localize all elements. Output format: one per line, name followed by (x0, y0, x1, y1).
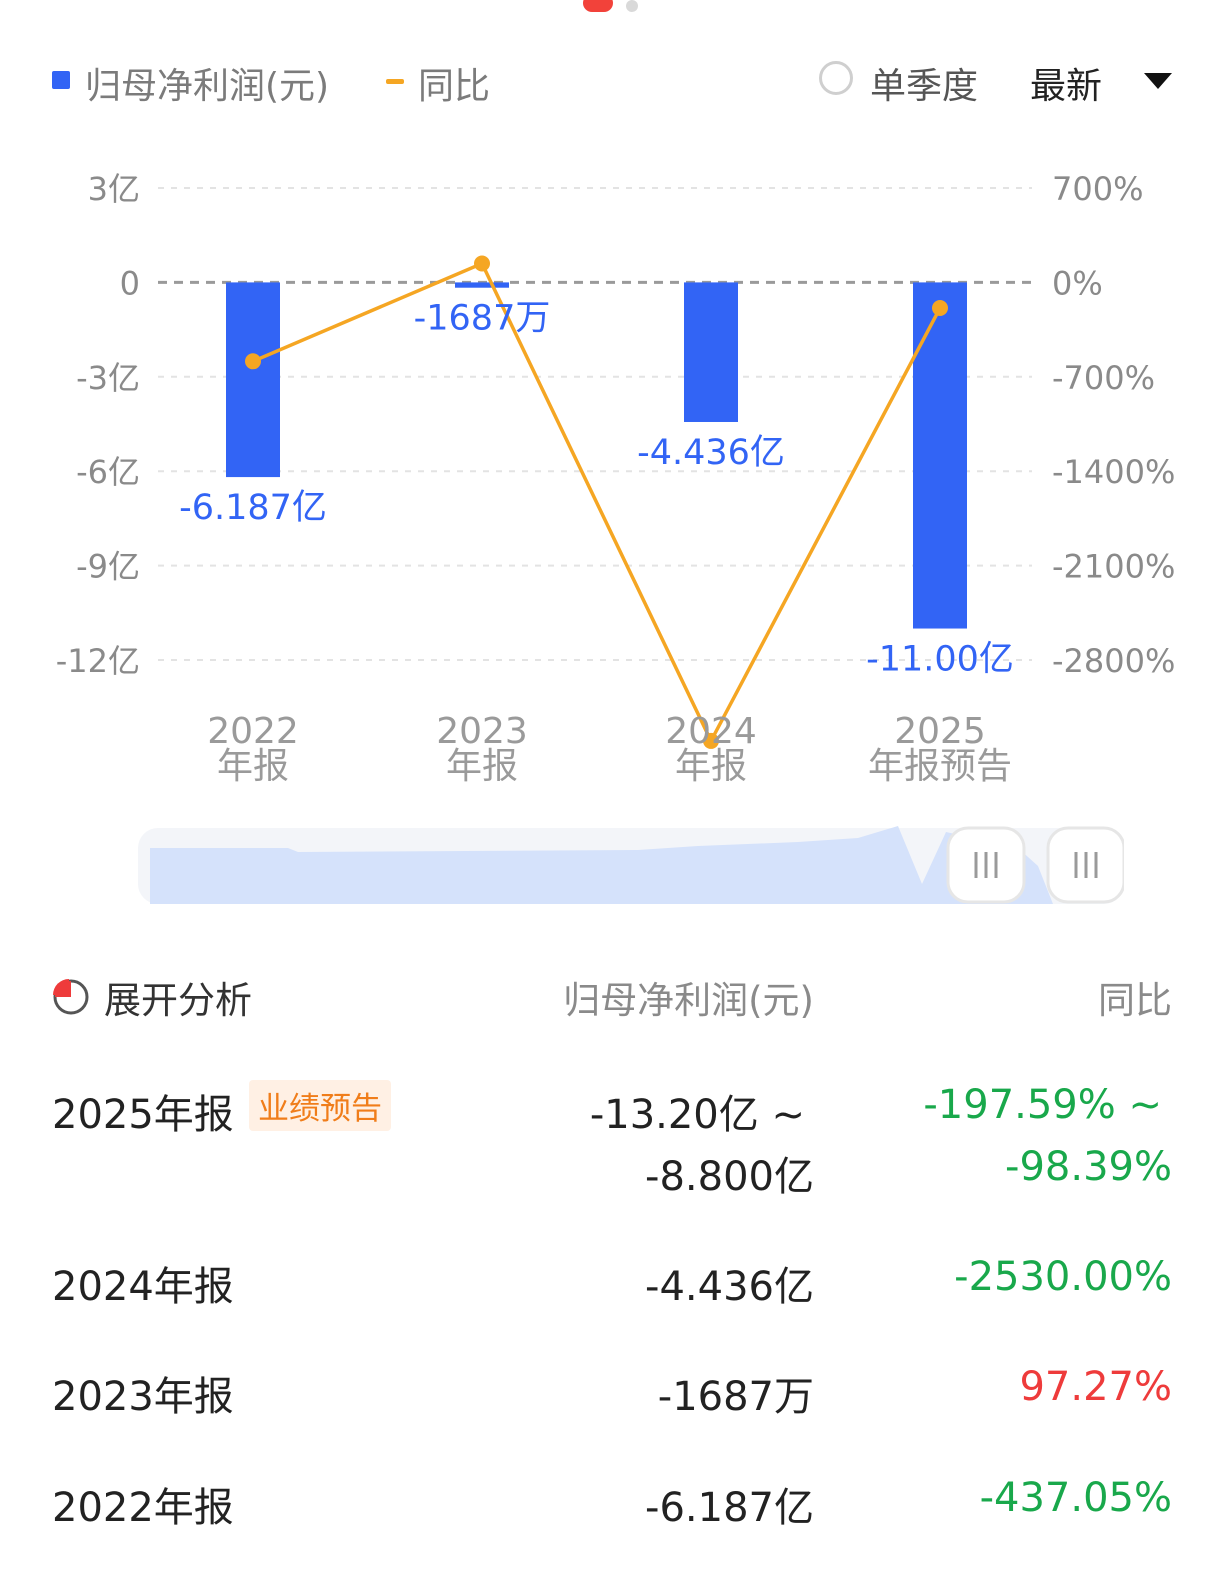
bar-data-label: -4.436亿 (637, 433, 785, 473)
yoy-point (932, 300, 948, 317)
yoy-point (703, 732, 719, 749)
row-yoy: 97.27% (1019, 1364, 1172, 1410)
range-slider[interactable] (138, 826, 1124, 906)
period-dropdown-value: 最新 (1030, 66, 1103, 107)
slider-right-handle[interactable] (1046, 826, 1124, 904)
bar-data-label: -11.00亿 (866, 640, 1014, 680)
yoy-point (474, 255, 490, 272)
yoy-point (245, 353, 261, 370)
row-yoy: -437.05% (979, 1475, 1172, 1521)
bar-data-label: -1687万 (414, 299, 551, 339)
y-right-tick-label: -2100% (1052, 548, 1175, 586)
table-row[interactable]: 2022年报 -6.187亿 -437.05% (52, 1475, 1172, 1535)
row-value: -6.187亿 (645, 1485, 814, 1531)
bar (226, 282, 280, 478)
drag-handle-icon (974, 852, 998, 878)
y-left-tick-label: 3亿 (88, 170, 140, 208)
x-tick-label: 2023 (436, 711, 528, 752)
line-legend-swatch (386, 79, 404, 84)
x-tick-label: 年报 (217, 746, 289, 787)
y-left-tick-label: 0 (120, 264, 140, 302)
bar (455, 282, 509, 288)
y-right-tick-label: 700% (1052, 170, 1143, 208)
row-period: 2022年报 (52, 1485, 234, 1531)
profit-chart: 3亿 700% 0 0% -3亿 -700% -6亿 -1400% -9亿 -2100% -12亿 -… (56, 170, 1176, 787)
bar (684, 282, 738, 422)
chevron-down-icon (1144, 73, 1172, 89)
line-legend-label: 同比 (418, 66, 491, 107)
y-right-tick-label: -1400% (1052, 453, 1175, 491)
row-yoy: -2530.00% (954, 1254, 1172, 1300)
page-dot-active[interactable] (583, 0, 613, 12)
table-row[interactable]: 2023年报 -1687万 97.27% (52, 1364, 1172, 1424)
page-dot[interactable] (626, 0, 638, 12)
row-value: -13.20亿 ~ (589, 1092, 805, 1138)
y-right-tick-label: -2800% (1052, 642, 1175, 680)
bar-data-label: -6.187亿 (179, 488, 327, 528)
table-header: 展开分析 归母净利润(元) 同比 (52, 970, 1172, 1022)
bar (913, 282, 967, 629)
row-value: -8.800亿 (645, 1154, 814, 1200)
yoy-line (252, 261, 942, 745)
x-tick-label: 2022 (207, 711, 299, 752)
x-tick-label: 年报 (675, 746, 747, 787)
y-right-tick-label: 0% (1052, 264, 1103, 302)
period-dropdown[interactable]: 最新 (1030, 55, 1172, 107)
row-yoy: -197.59% ~ (923, 1082, 1162, 1128)
chart-legend: 归母净利润(元) 同比 单季度 最新 (52, 55, 1172, 107)
x-tick-label: 年报 (446, 746, 518, 787)
x-tick-label: 2024 (665, 711, 757, 752)
y-right-tick-label: -700% (1052, 359, 1155, 397)
x-tick-label: 年报预告 (868, 746, 1012, 787)
slider-left-handle[interactable] (946, 826, 1026, 904)
row-period: 2024年报 (52, 1264, 234, 1310)
row-period: 2023年报 (52, 1374, 234, 1420)
y-left-tick-label: -9亿 (76, 548, 140, 586)
drag-handle-icon (1074, 852, 1098, 878)
row-value: -1687万 (657, 1374, 814, 1420)
bar-legend-swatch (52, 71, 70, 89)
single-quarter-label[interactable]: 单季度 (870, 66, 979, 107)
row-value: -4.436亿 (645, 1264, 814, 1310)
row-yoy: -98.39% (1005, 1144, 1172, 1190)
table-row[interactable]: 2025年报 业绩预告 -13.20亿 ~ -8.800亿 -197.59% ~… (52, 1080, 1172, 1202)
expand-analysis-button[interactable]: 展开分析 (104, 979, 252, 1022)
table-row[interactable]: 2024年报 -4.436亿 -2530.00% (52, 1254, 1172, 1314)
forecast-badge: 业绩预告 (249, 1080, 391, 1131)
y-left-tick-label: -6亿 (76, 453, 140, 491)
row-period: 2025年报 (52, 1092, 234, 1138)
pie-chart-icon[interactable] (52, 978, 90, 1016)
column-header-value: 归母净利润(元) (563, 979, 814, 1022)
slider-preview-area (150, 826, 1053, 904)
y-left-tick-label: -12亿 (56, 642, 140, 680)
column-header-yoy: 同比 (1098, 979, 1172, 1022)
bar-legend-label: 归母净利润(元) (85, 66, 330, 107)
y-left-tick-label: -3亿 (76, 359, 140, 397)
single-quarter-radio[interactable] (819, 61, 853, 95)
x-tick-label: 2025 (894, 711, 986, 752)
